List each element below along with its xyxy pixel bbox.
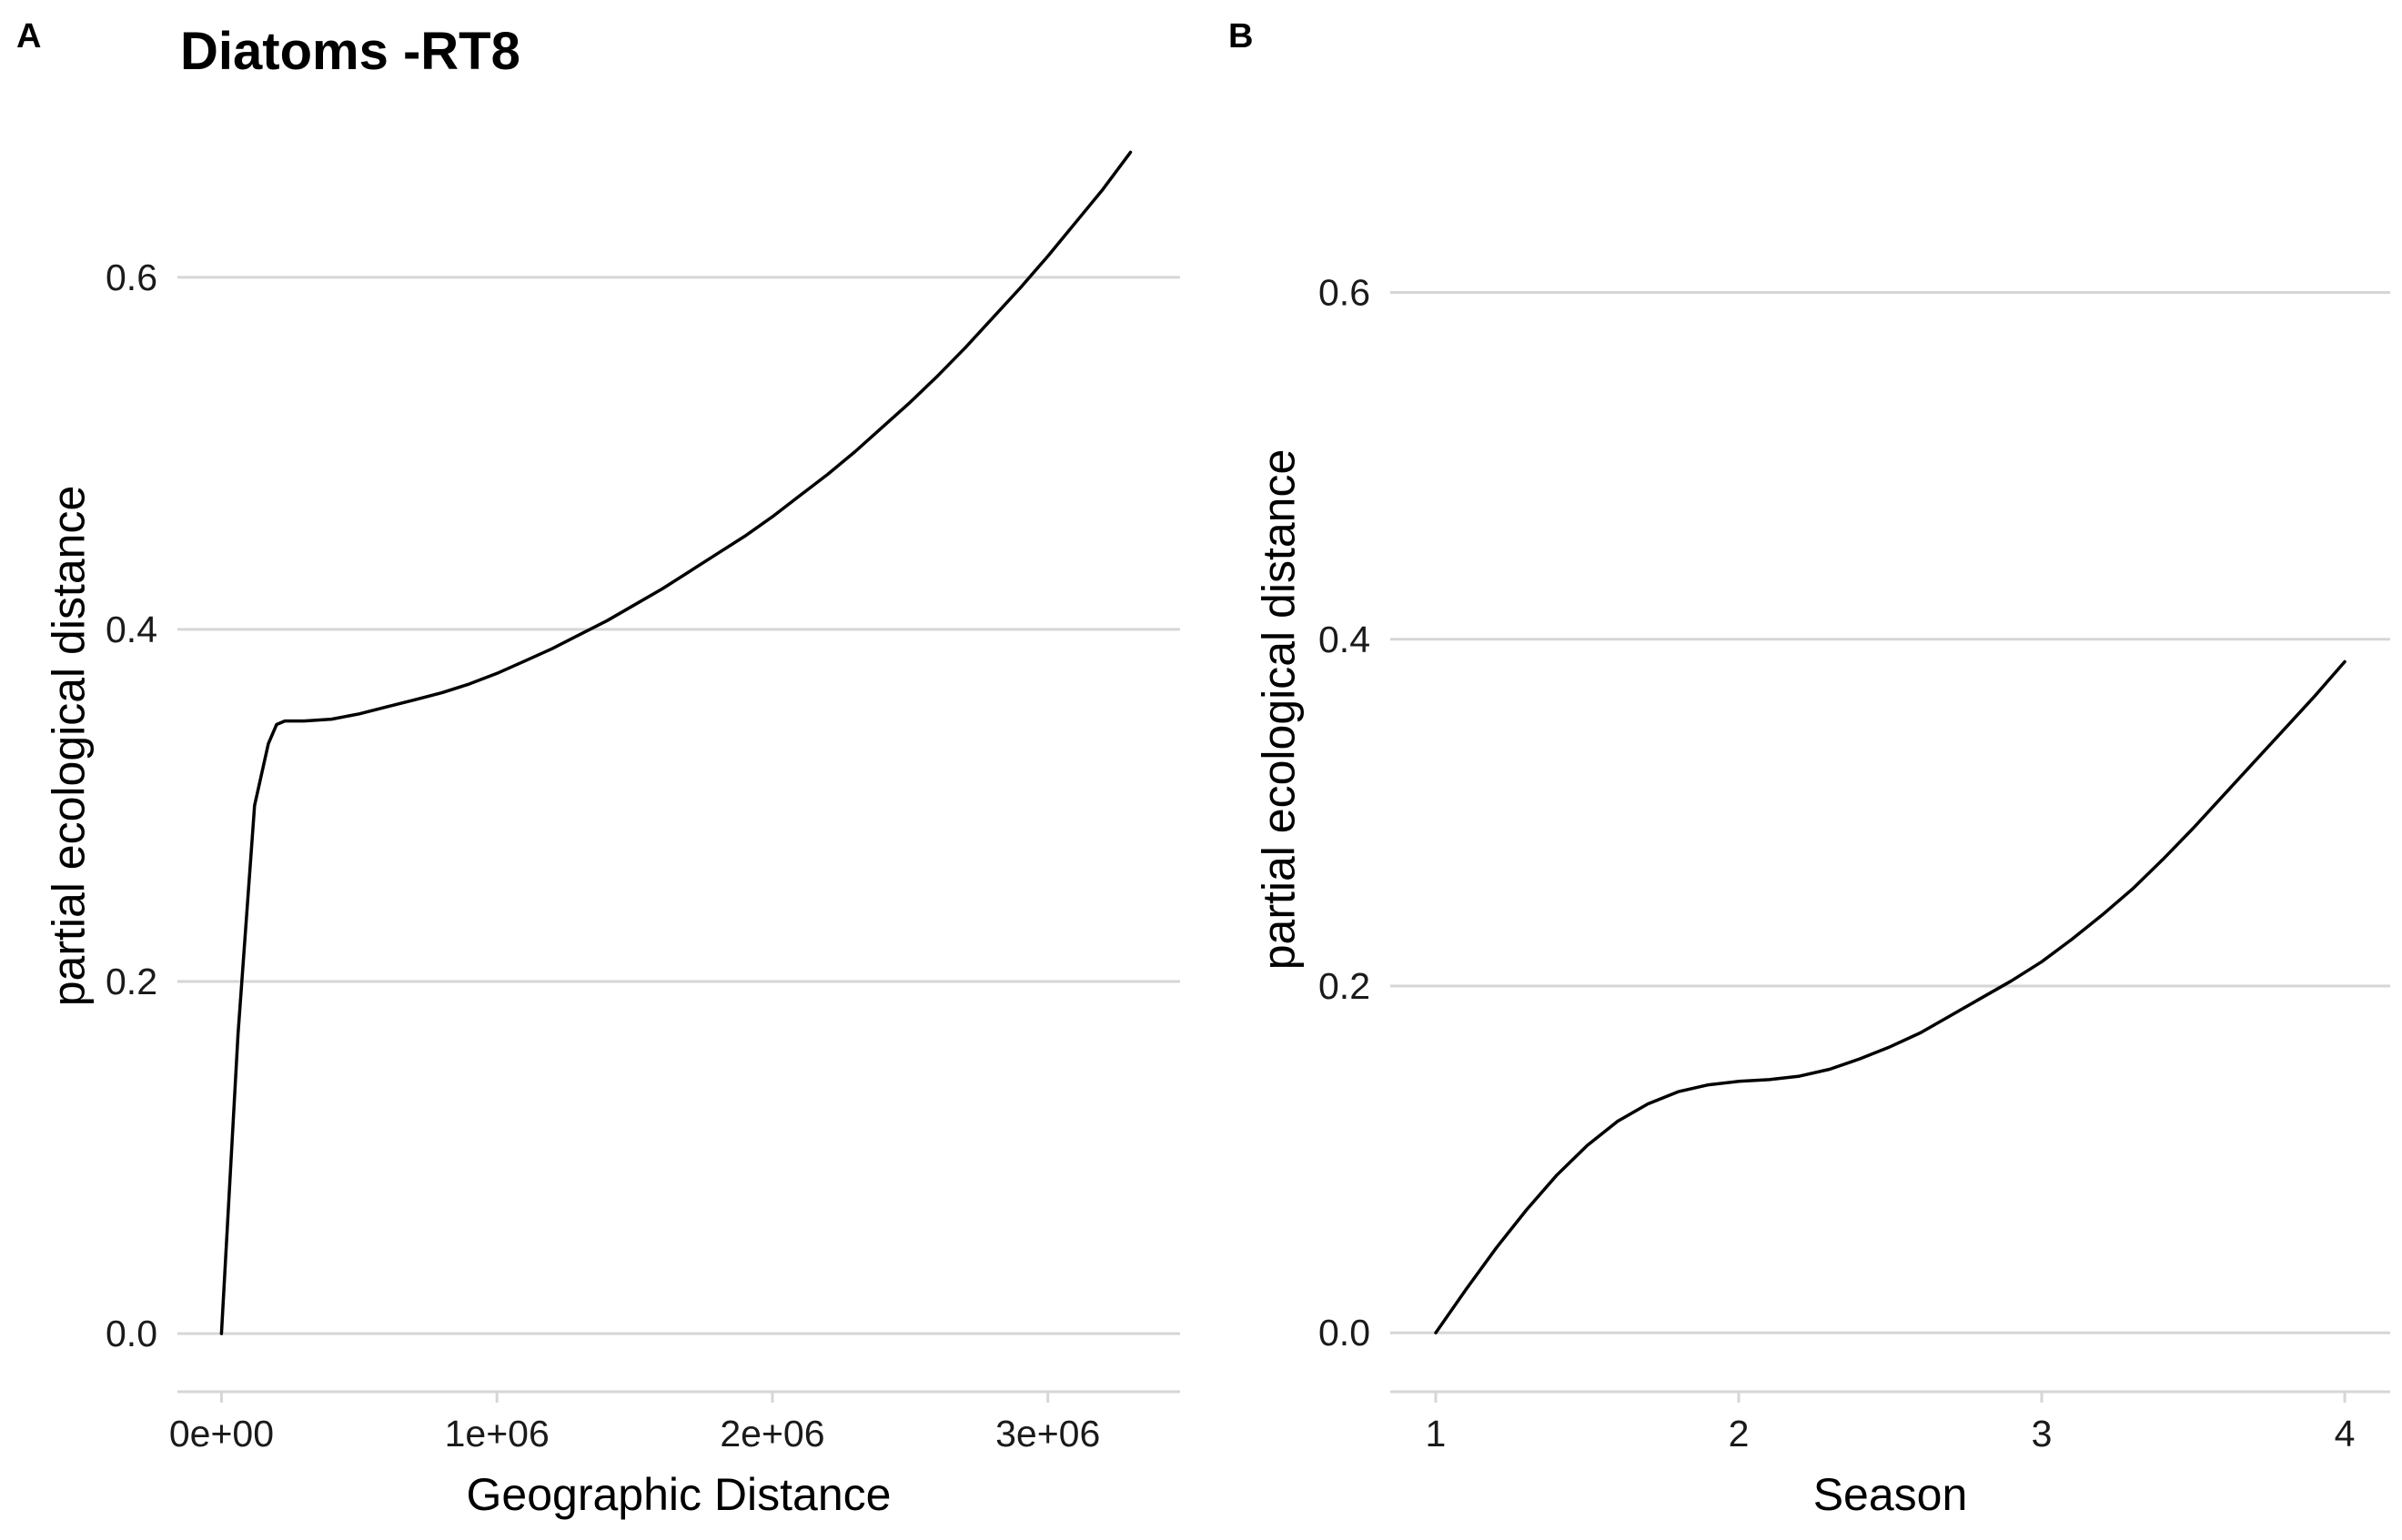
panel-b-y-tick-label: 0.0 <box>1318 1312 1370 1354</box>
panel-b-y-tick-label: 0.2 <box>1318 965 1370 1007</box>
panel-a-label: A <box>16 17 41 55</box>
panel-b-x-tick-label: 2 <box>1729 1413 1750 1454</box>
panel-a-y-tick-label: 0.6 <box>106 257 157 298</box>
panel-b-y-ticks: 0.0 0.2 0.4 0.6 <box>1318 272 1370 1354</box>
panel-a-y-axis-title: partial ecological distance <box>44 486 95 1007</box>
panel-b-x-axis-title: Season <box>1813 1469 1968 1520</box>
panel-b: B 1 2 3 4 0.0 0.2 0.4 0.6 Season partial ecolo… <box>1228 17 2390 1520</box>
panel-a-title: Diatoms -RT8 <box>180 22 520 81</box>
panel-b-y-tick-label: 0.6 <box>1318 272 1370 314</box>
panel-a-y-tick-label: 0.0 <box>106 1313 157 1354</box>
panel-a-x-tick-label: 1e+06 <box>445 1413 550 1454</box>
panel-a-x-tick-label: 0e+00 <box>169 1413 274 1454</box>
panel-a-y-ticks: 0.0 0.2 0.4 0.6 <box>106 257 157 1354</box>
panel-a-series-line <box>219 150 1133 1335</box>
panel-a-x-tick-label: 3e+06 <box>995 1413 1100 1454</box>
panel-b-y-tick-label: 0.4 <box>1318 619 1370 660</box>
panel-b-x-ticks: 1 2 3 4 <box>1426 1392 2356 1454</box>
panel-b-series-line <box>1434 659 2346 1334</box>
panel-b-x-tick-label: 4 <box>2335 1413 2356 1454</box>
panel-a-gridlines <box>177 276 1180 1335</box>
panel-b-y-axis-title: partial ecological distance <box>1254 449 1305 971</box>
panel-a-x-axis-title: Geographic Distance <box>467 1469 892 1520</box>
panel-b-label: B <box>1228 17 1253 55</box>
panel-a: A Diatoms -RT8 0e+00 1e+06 2e+06 3e+06 0.00… <box>16 17 1180 1520</box>
panel-b-x-tick-label: 1 <box>1426 1413 1447 1454</box>
panel-a-x-tick-label: 2e+06 <box>720 1413 824 1454</box>
panel-b-gridlines <box>1390 291 2390 1334</box>
panel-a-y-tick-label: 0.2 <box>106 961 157 1002</box>
panel-a-x-ticks: 0e+00 1e+06 2e+06 3e+06 <box>169 1392 1100 1454</box>
panel-b-x-tick-label: 3 <box>2032 1413 2053 1454</box>
panel-a-y-tick-label: 0.4 <box>106 609 157 650</box>
